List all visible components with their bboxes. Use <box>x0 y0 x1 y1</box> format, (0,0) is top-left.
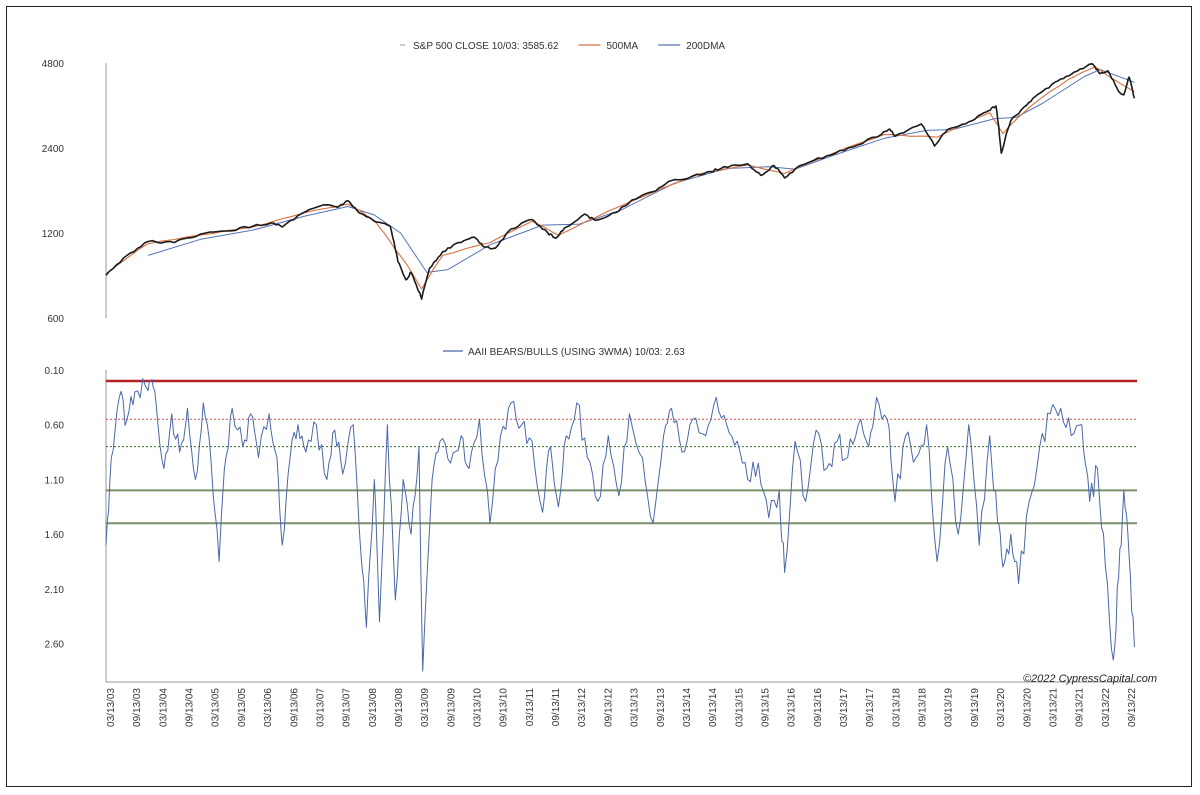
x-tick-label: 09/13/22 <box>1127 688 1138 727</box>
x-tick-label: 03/13/20 <box>996 688 1007 727</box>
x-tick-label: 09/13/09 <box>446 688 457 727</box>
x-tick-label: 09/13/18 <box>918 688 929 727</box>
x-tick-label: 09/13/21 <box>1075 688 1086 727</box>
chart-frame: 4800 2400 1200 600 S&P 500 CLOSE 10/03: 3585… <box>6 6 1192 787</box>
x-tick-label: 03/13/15 <box>734 688 745 727</box>
x-tick-label: 09/13/10 <box>499 688 510 727</box>
bottom-y-tick-label: 0.60 <box>45 421 65 432</box>
x-tick-label: 03/13/13 <box>630 688 641 727</box>
top-y-tick-label: 2400 <box>42 144 65 155</box>
x-tick-label: 03/13/04 <box>158 688 169 727</box>
x-tick-label: 09/13/05 <box>237 688 248 727</box>
legend-entry: 200DMA <box>686 41 725 52</box>
series-line-price <box>105 63 1136 300</box>
x-tick-label: 09/13/16 <box>813 688 824 727</box>
x-tick-label: 03/13/03 <box>106 688 117 727</box>
x-tick-label: 03/13/08 <box>368 688 379 727</box>
x-tick-label: 03/13/10 <box>473 688 484 727</box>
x-tick-label: 03/13/17 <box>839 688 850 727</box>
x-tick-label: 09/13/20 <box>1022 688 1033 727</box>
top-y-tick-label: 600 <box>47 314 64 325</box>
legend-entry: 500MA <box>606 41 638 52</box>
top-y-tick-label: 1200 <box>42 229 65 240</box>
x-tick-label: 03/13/22 <box>1101 688 1112 727</box>
legend-entry: AAII BEARS/BULLS (USING 3WMA) 10/03: 2.6… <box>468 347 685 358</box>
x-tick-label: 03/13/21 <box>1049 688 1060 727</box>
x-tick-label: 03/13/11 <box>525 688 536 727</box>
x-tick-label: 09/13/11 <box>551 688 562 727</box>
x-tick-label: 03/13/19 <box>944 688 955 727</box>
x-tick-label: 03/13/14 <box>682 688 693 727</box>
x-tick-label: 09/13/15 <box>761 688 772 727</box>
x-tick-label: 03/13/09 <box>420 688 431 727</box>
watermark-text: ©2022 CypressCapital.com <box>1023 673 1157 685</box>
legend-entry: S&P 500 CLOSE 10/03: 3585.62 <box>413 41 559 52</box>
top-y-tick-label: 4800 <box>42 59 65 70</box>
chart-canvas: 4800 2400 1200 600 S&P 500 CLOSE 10/03: 3585… <box>42 41 1157 727</box>
bottom-y-tick-label: 1.60 <box>45 530 65 541</box>
x-tick-label: 09/13/04 <box>185 688 196 727</box>
x-tick-label: 09/13/17 <box>865 688 876 727</box>
x-tick-label: 03/13/18 <box>891 688 902 727</box>
bottom-y-tick-label: 2.10 <box>45 585 65 596</box>
x-tick-label: 09/13/07 <box>342 688 353 727</box>
x-tick-label: 03/13/16 <box>787 688 798 727</box>
x-tick-label: 09/13/08 <box>394 688 405 727</box>
x-tick-label: 09/13/03 <box>132 688 143 727</box>
x-tick-label: 03/13/05 <box>211 688 222 727</box>
x-tick-label: 09/13/06 <box>289 688 300 727</box>
x-tick-label: 09/13/12 <box>603 688 614 727</box>
series-line-ma200 <box>147 69 1135 273</box>
series-line-aaii <box>105 378 1135 672</box>
bottom-y-tick-label: 2.60 <box>45 640 65 651</box>
bottom-y-tick-label: 0.10 <box>45 366 65 377</box>
series-line-ma500 <box>105 66 1135 290</box>
x-tick-label: 09/13/14 <box>708 688 719 727</box>
bottom-y-tick-label: 1.10 <box>45 475 65 486</box>
x-tick-label: 03/13/07 <box>315 688 326 727</box>
x-tick-label: 03/13/06 <box>263 688 274 727</box>
x-tick-label: 09/13/13 <box>656 688 667 727</box>
x-tick-label: 09/13/19 <box>970 688 981 727</box>
x-tick-label: 03/13/12 <box>577 688 588 727</box>
